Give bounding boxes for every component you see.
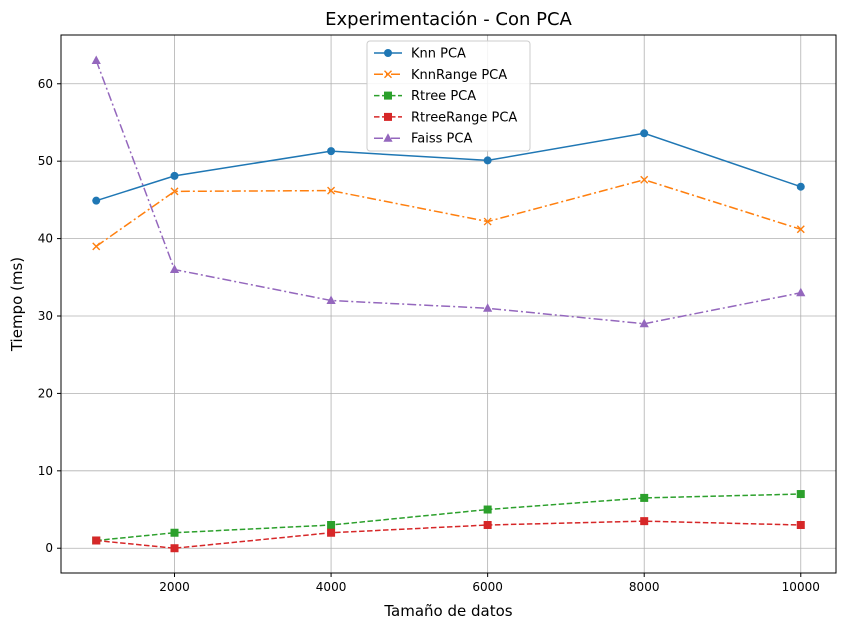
data-point: [91, 55, 101, 65]
data-point: [796, 521, 805, 530]
x-tick-label: 4000: [316, 580, 347, 594]
legend-item: Knn PCA: [374, 47, 466, 62]
legend: Knn PCA KnnRange PCA Rtree PCA RtreeRange P…: [366, 40, 531, 152]
data-point: [483, 156, 492, 165]
data-point: [169, 264, 180, 274]
data-point: [327, 521, 336, 530]
data-point: [483, 217, 492, 226]
data-point: [92, 196, 101, 205]
series-layer: [91, 55, 806, 553]
data-point: [796, 287, 806, 297]
legend-label: RtreeRange PCA: [411, 110, 517, 125]
series-line: [96, 520, 801, 549]
data-point: [170, 528, 179, 537]
legend-marker: [384, 49, 392, 57]
legend-marker: [384, 70, 392, 79]
data-point: [796, 225, 805, 234]
y-tick-label: 40: [38, 232, 53, 246]
plot-area-frame: [60, 34, 837, 574]
series-line: [96, 132, 802, 202]
x-tick-label: 8000: [629, 580, 660, 594]
series-faiss-pca: [91, 55, 806, 328]
series-rtreerange-pca: [92, 517, 805, 553]
legend-item: KnnRange PCA: [374, 68, 507, 83]
data-point: [326, 295, 336, 305]
legend-item: Rtree PCA: [374, 89, 476, 104]
x-axis: 2000 4000 6000 8000 10000: [159, 573, 820, 594]
legend-marker: [384, 112, 392, 121]
y-tick-label: 30: [38, 309, 53, 323]
data-point: [483, 303, 493, 312]
data-point: [327, 186, 336, 195]
y-tick-label: 60: [38, 77, 53, 91]
data-point: [640, 493, 649, 502]
legend-item: Faiss PCA: [374, 132, 472, 147]
legend-label: Faiss PCA: [411, 132, 472, 147]
legend-marker: [383, 133, 393, 142]
data-point: [483, 521, 492, 530]
chart-title: Experimentación - Con PCA: [325, 9, 572, 30]
legend-label: KnnRange PCA: [411, 68, 507, 83]
series-line: [96, 493, 801, 542]
data-point: [170, 544, 179, 553]
data-point: [796, 490, 805, 499]
y-axis: 0 10 20 30 40 50 60: [38, 77, 61, 555]
y-axis-title: Tiempo (ms): [8, 257, 26, 352]
data-point: [640, 175, 649, 184]
data-point: [483, 505, 492, 514]
data-point: [327, 528, 336, 537]
series-line: [95, 60, 801, 325]
y-tick-label: 50: [38, 154, 53, 168]
legend-item: RtreeRange PCA: [374, 110, 517, 125]
series-line: [95, 178, 801, 247]
data-point: [639, 318, 649, 328]
x-axis-title: Tamaño de datos: [383, 602, 512, 620]
series-knnrange-pca: [92, 175, 805, 251]
x-tick-label: 2000: [159, 580, 190, 594]
series-knn-pca: [92, 129, 805, 205]
data-point: [327, 147, 336, 156]
y-tick-label: 10: [38, 464, 53, 478]
legend-label: Rtree PCA: [411, 89, 476, 104]
data-point: [640, 517, 649, 526]
data-point: [170, 187, 179, 196]
y-tick-label: 20: [38, 386, 53, 400]
data-point: [92, 242, 101, 251]
x-tick-label: 6000: [472, 580, 503, 594]
data-point: [640, 129, 649, 138]
x-tick-label: 10000: [782, 580, 820, 594]
data-point: [796, 182, 805, 191]
legend-marker: [384, 91, 392, 100]
data-point: [92, 536, 101, 545]
data-point: [170, 171, 179, 180]
legend-label: Knn PCA: [411, 47, 466, 62]
legend-box: [366, 40, 531, 152]
y-tick-label: 0: [45, 541, 53, 555]
